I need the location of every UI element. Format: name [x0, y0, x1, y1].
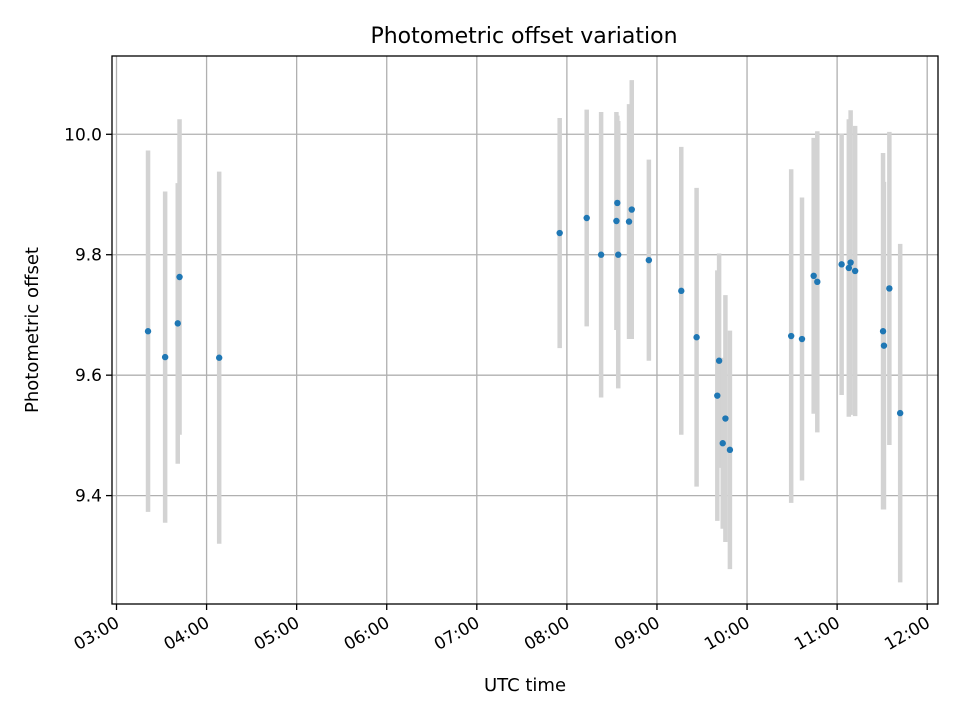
y-tick-label: 10.0	[64, 125, 102, 145]
data-point	[161, 353, 169, 361]
y-tick-label: 9.4	[75, 487, 102, 507]
data-point	[879, 328, 887, 335]
data-point	[628, 206, 635, 213]
data-point	[726, 446, 734, 454]
data-point	[719, 440, 726, 447]
y-tick-label: 9.8	[75, 246, 102, 266]
data-point	[613, 217, 620, 225]
data-point	[615, 251, 622, 258]
data-point	[845, 264, 853, 272]
x-tick-label: 04:00	[161, 613, 213, 655]
error-bars	[145, 80, 903, 583]
data-point	[896, 409, 904, 417]
x-tick-label: 03:00	[71, 613, 123, 655]
y-axis-label: Photometric offset	[22, 247, 43, 413]
data-point	[814, 278, 821, 286]
x-tick-label: 07:00	[431, 613, 483, 655]
data-point	[614, 199, 621, 207]
x-tick-label: 12:00	[881, 613, 933, 655]
x-tick-label: 05:00	[251, 613, 303, 655]
chart-title: Photometric offset variation	[370, 24, 677, 49]
data-point	[798, 335, 806, 343]
data-point	[645, 256, 653, 264]
data-point	[787, 332, 795, 340]
data-point	[714, 392, 721, 399]
data-point	[851, 267, 859, 275]
data-point	[715, 357, 723, 364]
data-point	[880, 342, 888, 349]
x-tick-label: 08:00	[521, 613, 573, 655]
data-point	[556, 229, 563, 237]
data-points	[144, 199, 904, 454]
data-point	[597, 251, 605, 258]
data-point	[693, 334, 700, 341]
y-tick-label: 9.6	[75, 366, 102, 386]
x-tick-label: 11:00	[791, 613, 843, 655]
x-tick-label: 06:00	[341, 613, 393, 655]
data-point	[176, 273, 183, 281]
plot-frame	[111, 55, 939, 605]
x-tick-label: 10:00	[701, 613, 753, 655]
data-point	[678, 287, 685, 295]
data-point	[886, 285, 893, 292]
data-point	[722, 415, 729, 422]
data-point	[215, 354, 223, 361]
data-point	[810, 272, 817, 280]
x-tick-label: 09:00	[611, 613, 663, 655]
data-point	[144, 328, 152, 335]
data-point	[583, 214, 590, 222]
data-point	[174, 320, 181, 327]
data-point	[847, 259, 854, 266]
x-axis-label: UTC time	[484, 675, 566, 696]
data-point	[625, 218, 633, 225]
data-point	[838, 261, 845, 268]
